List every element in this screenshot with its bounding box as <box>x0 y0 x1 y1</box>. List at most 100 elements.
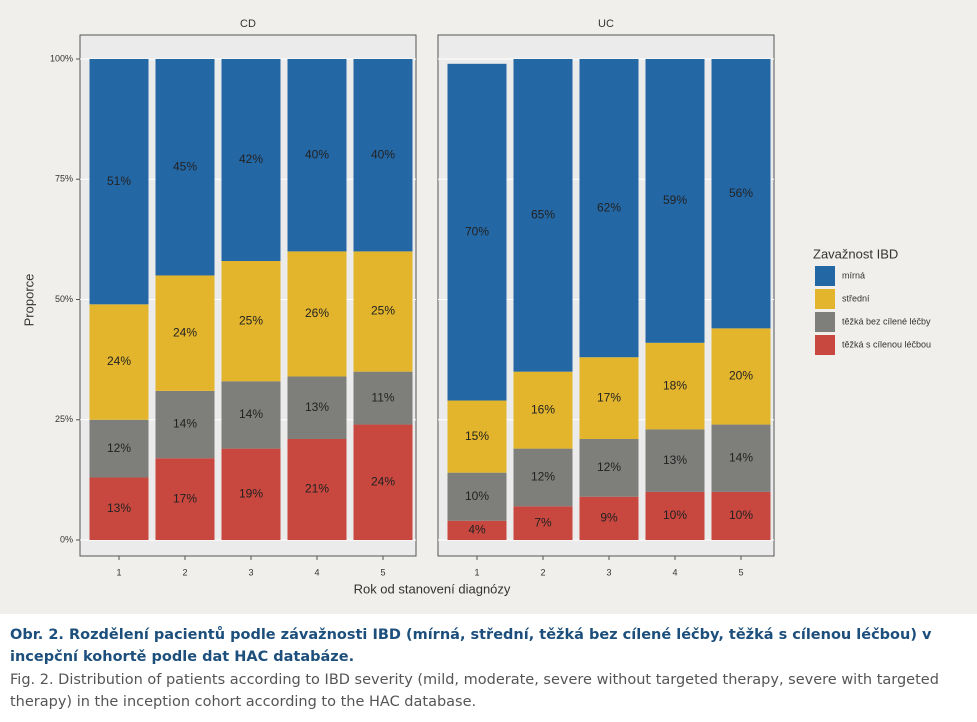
x-tick-label: 1 <box>474 567 479 577</box>
x-tick-label: 2 <box>182 567 187 577</box>
value-label: 17% <box>597 390 621 404</box>
value-label: 9% <box>600 511 618 525</box>
value-label: 12% <box>107 441 131 455</box>
value-label: 70% <box>465 224 489 238</box>
bar-segment <box>155 275 215 391</box>
x-tick-label: 5 <box>738 567 743 577</box>
value-label: 12% <box>597 460 621 474</box>
legend-label: střední <box>842 293 870 303</box>
bar-segment <box>155 390 215 459</box>
bar-segment <box>513 448 573 507</box>
bar-segment <box>287 438 347 540</box>
value-label: 4% <box>468 523 486 537</box>
value-label: 40% <box>305 147 329 161</box>
bar-segment <box>711 491 771 540</box>
y-tick-label: 25% <box>55 414 73 424</box>
x-tick-label: 5 <box>380 567 385 577</box>
value-label: 24% <box>371 474 395 488</box>
value-label: 10% <box>729 508 753 522</box>
legend-key <box>815 312 835 332</box>
bar-segment <box>711 59 771 329</box>
bar-segment <box>645 491 705 540</box>
x-axis-title: Rok od stanovení diagnózy <box>354 581 511 596</box>
bar-segment <box>447 472 507 521</box>
x-tick-label: 1 <box>116 567 121 577</box>
bar-segment <box>711 424 771 492</box>
bar-segment <box>513 59 573 372</box>
value-label: 11% <box>371 390 394 404</box>
value-label: 16% <box>531 402 555 416</box>
legend-key <box>815 289 835 309</box>
bar-segment <box>221 261 281 382</box>
bar-segment <box>579 59 639 358</box>
value-label: 10% <box>465 489 489 503</box>
value-label: 45% <box>173 159 197 173</box>
value-label: 17% <box>173 491 197 505</box>
value-label: 42% <box>239 152 263 166</box>
bar-segment <box>447 520 507 540</box>
bar-segment <box>513 506 573 540</box>
value-label: 56% <box>729 186 753 200</box>
y-tick-label: 75% <box>55 174 73 184</box>
value-label: 13% <box>663 453 687 467</box>
value-label: 14% <box>173 417 197 431</box>
value-label: 7% <box>534 515 552 529</box>
bar-segment <box>353 251 413 372</box>
bar-segment <box>155 59 215 276</box>
bar-segment <box>221 448 281 540</box>
value-label: 18% <box>663 378 687 392</box>
bar-segment <box>447 63 507 401</box>
x-tick-label: 2 <box>540 567 545 577</box>
value-label: 19% <box>239 486 263 500</box>
bar-segment <box>353 59 413 252</box>
bar-segment <box>645 429 705 492</box>
value-label: 24% <box>107 354 131 368</box>
x-tick-label: 3 <box>248 567 253 577</box>
bar-segment <box>579 496 639 540</box>
value-label: 13% <box>107 501 131 515</box>
bar-segment <box>287 251 347 377</box>
value-label: 20% <box>729 369 753 383</box>
value-label: 13% <box>305 400 329 414</box>
caption-english: Fig. 2. Distribution of patients accordi… <box>10 672 939 710</box>
value-label: 40% <box>371 147 395 161</box>
value-label: 12% <box>531 470 555 484</box>
bar-segment <box>353 424 413 540</box>
legend-label: těžká bez cílené léčby <box>842 316 931 326</box>
panel-title: UC <box>598 18 614 30</box>
x-tick-label: 4 <box>314 567 319 577</box>
bar-segment <box>287 376 347 439</box>
y-tick-label: 100% <box>50 53 73 63</box>
legend-key <box>815 266 835 286</box>
x-tick-label: 4 <box>672 567 677 577</box>
bar-segment <box>89 477 149 540</box>
bar-segment <box>579 357 639 439</box>
y-axis-title: Proporce <box>21 274 36 327</box>
bar-segment <box>221 381 281 449</box>
bar-segment <box>353 371 413 425</box>
bar-segment <box>155 458 215 540</box>
bar-segment <box>579 438 639 497</box>
bar-segment <box>645 342 705 430</box>
bar-segment <box>89 304 149 420</box>
panel-title: CD <box>240 18 256 30</box>
bar-segment <box>447 400 507 473</box>
bar-segment <box>711 328 771 425</box>
value-label: 14% <box>239 407 263 421</box>
bar-segment <box>89 59 149 305</box>
bar-segment <box>645 59 705 343</box>
value-label: 59% <box>663 193 687 207</box>
value-label: 26% <box>305 306 329 320</box>
legend-title: Zavažnost IBD <box>813 246 898 261</box>
value-label: 65% <box>531 207 555 221</box>
bar-segment <box>513 371 573 449</box>
legend-label: těžká s cílenou léčbou <box>842 339 931 349</box>
value-label: 62% <box>597 200 621 214</box>
value-label: 51% <box>107 174 131 188</box>
value-label: 21% <box>305 482 329 496</box>
bar-segment <box>287 59 347 252</box>
chart: Rok od stanovení diagnózy Proporce Zavaž… <box>0 0 977 614</box>
y-tick-label: 0% <box>60 534 73 544</box>
value-label: 10% <box>663 508 687 522</box>
